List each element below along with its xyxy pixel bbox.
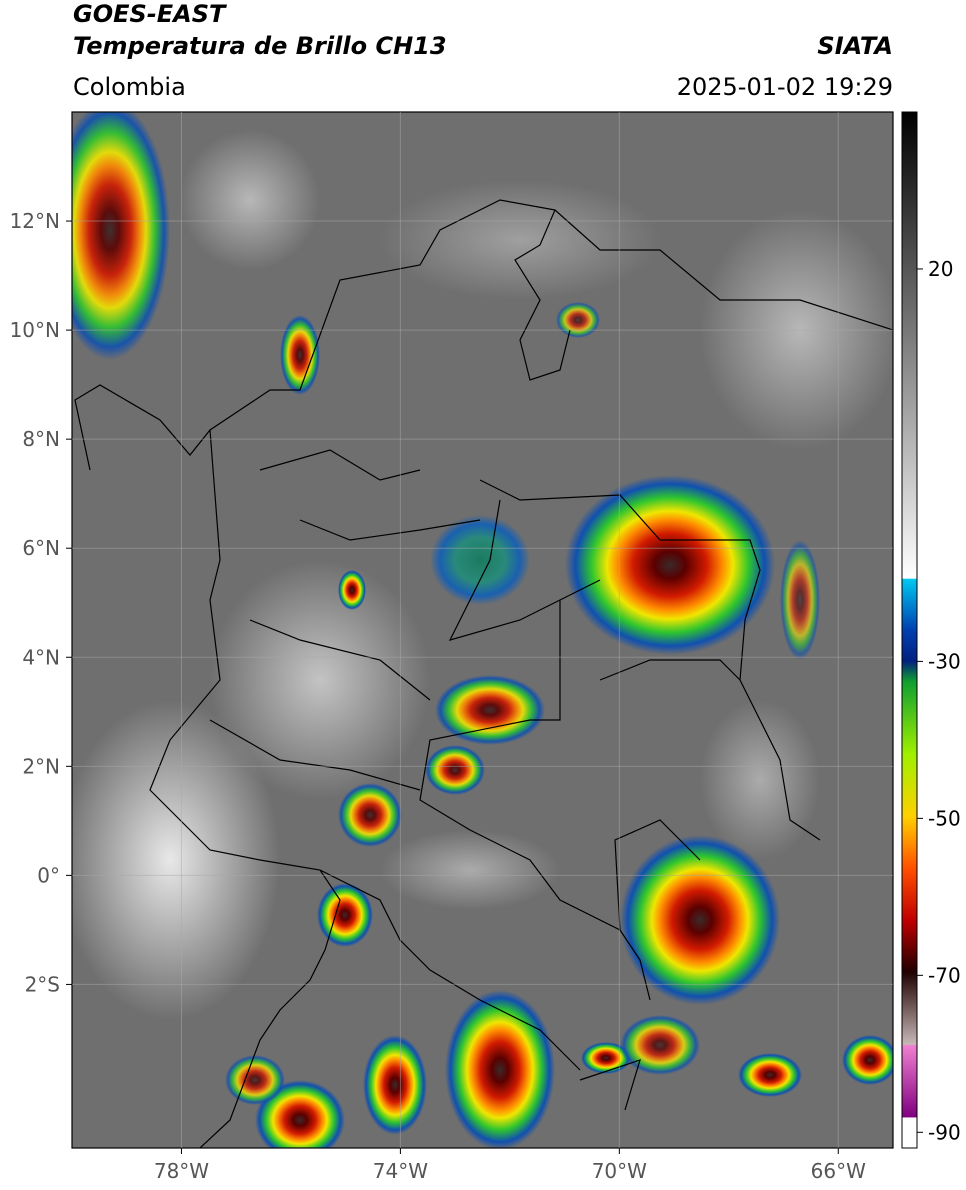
datetime: 2025-01-02 19:29 <box>677 73 893 101</box>
y-tick-label: 0° <box>37 863 60 887</box>
x-tick-label: 66°W <box>811 1159 866 1183</box>
y-tick-label: 2°S <box>25 972 60 996</box>
colorbar-tick-label: 20 <box>928 257 953 281</box>
y-tick-label: 10°N <box>10 318 60 342</box>
satellite-image <box>72 112 893 1148</box>
y-tick-label: 8°N <box>22 427 60 451</box>
region: Colombia <box>73 73 186 101</box>
colorbar-tick-label: -30 <box>928 649 961 673</box>
x-tick-label: 70°W <box>592 1159 647 1183</box>
map-frame <box>71 111 894 1149</box>
colorbar-tick-label: -50 <box>928 806 961 830</box>
x-tick-label: 74°W <box>373 1159 428 1183</box>
y-tick-label: 2°N <box>22 754 60 778</box>
colorbar-tick-label: -70 <box>928 963 961 987</box>
y-tick-label: 6°N <box>22 536 60 560</box>
source: SIATA <box>817 32 893 60</box>
subtitle: Temperatura de Brillo CH13 <box>73 32 447 60</box>
borders <box>74 199 893 1148</box>
y-tick-label: 4°N <box>22 645 60 669</box>
title: GOES-EAST <box>73 0 227 28</box>
x-tick-label: 78°W <box>154 1159 209 1183</box>
colorbar-tick-label: -90 <box>928 1120 961 1144</box>
y-tick-label: 12°N <box>10 209 60 233</box>
colorbar <box>901 111 918 1149</box>
